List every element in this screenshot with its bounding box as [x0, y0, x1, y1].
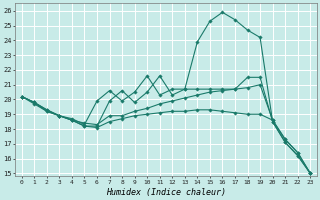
X-axis label: Humidex (Indice chaleur): Humidex (Indice chaleur)	[106, 188, 226, 197]
